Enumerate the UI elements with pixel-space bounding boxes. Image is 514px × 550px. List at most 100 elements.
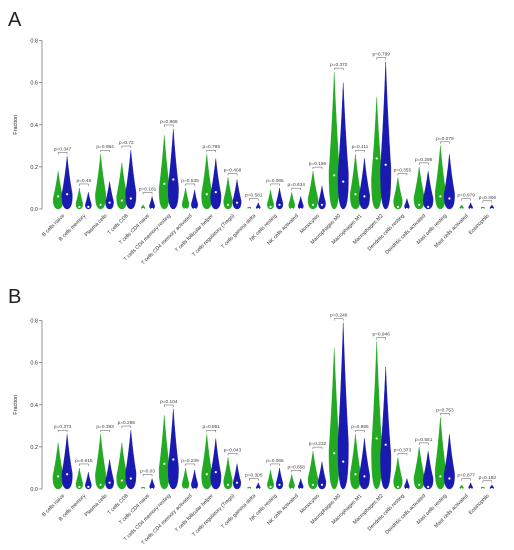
median-point <box>99 483 102 486</box>
median-point <box>57 195 60 198</box>
p-value-label: p=0.232 <box>309 441 327 447</box>
median-point <box>214 471 217 474</box>
significance-bracket <box>57 152 68 155</box>
category-label: Plasma cells <box>84 493 109 518</box>
median-point <box>120 479 123 482</box>
median-point <box>460 487 463 491</box>
median-point <box>490 207 493 211</box>
median-point <box>78 205 81 208</box>
significance-bracket <box>270 463 280 466</box>
significance-bracket <box>142 192 153 195</box>
violin-green <box>267 190 274 210</box>
significance-bracket <box>142 474 153 477</box>
p-value-label: p=0.581 <box>245 193 263 199</box>
violin-green <box>371 97 383 210</box>
violin-green <box>413 166 425 210</box>
category-label: T cells follicular helper <box>174 493 215 534</box>
violin-blue <box>444 154 455 210</box>
p-value-label: p=0.296 <box>415 157 433 163</box>
median-point <box>120 199 123 202</box>
significance-bracket <box>355 149 365 153</box>
median-point <box>99 203 102 206</box>
violin-green <box>328 72 340 210</box>
p-value-label: p=0.877 <box>457 473 475 479</box>
median-point <box>448 477 451 480</box>
median-point <box>354 473 357 476</box>
p-value-label: p=0.373 <box>54 424 72 430</box>
violin-blue <box>423 451 434 490</box>
violin-blue <box>149 196 155 210</box>
violin-blue <box>210 438 222 490</box>
y-tick-label: 0.6 <box>30 361 38 367</box>
p-value-label: p=0.946 <box>372 332 390 338</box>
significance-bracket <box>333 67 344 71</box>
significance-bracket <box>227 173 238 176</box>
median-point <box>108 481 111 484</box>
violin-green <box>181 467 190 490</box>
median-point <box>299 207 302 211</box>
violin-green <box>52 442 64 490</box>
median-point <box>141 487 145 491</box>
y-tick-label: 0.0 <box>30 487 38 493</box>
median-point <box>333 452 336 455</box>
median-point <box>269 205 272 208</box>
significance-bracket <box>355 429 365 433</box>
violin-green <box>393 177 403 210</box>
violin-blue <box>105 181 114 210</box>
violin-green <box>413 446 425 490</box>
category-label: Monocytes <box>299 493 321 515</box>
panel-letter-a: A <box>8 9 22 31</box>
p-value-label: p=0.535 <box>181 178 199 184</box>
median-point <box>427 485 430 488</box>
p-value-label: p=0.551 <box>415 437 433 443</box>
significance-bracket <box>206 149 217 153</box>
median-point <box>342 460 345 463</box>
violin-blue <box>149 478 155 490</box>
median-point <box>257 487 260 491</box>
category-label: T cells follicular helper <box>174 213 215 254</box>
p-value-label: p=0.043 <box>224 447 242 453</box>
median-point <box>141 207 145 211</box>
median-point <box>78 485 81 488</box>
median-point <box>439 195 442 198</box>
p-value-label: p=0.46 <box>76 178 91 184</box>
significance-bracket <box>312 446 323 450</box>
median-point <box>439 475 442 478</box>
significance-bracket <box>482 480 493 483</box>
y-tick-label: 0.4 <box>30 403 38 409</box>
violin-blue <box>191 190 198 210</box>
median-point <box>129 197 132 200</box>
significance-bracket <box>270 183 280 186</box>
p-value-label: p=0.065 <box>266 458 284 464</box>
median-point <box>427 205 430 208</box>
violin-green <box>350 154 361 210</box>
p-value-label: p=0.104 <box>160 399 178 405</box>
significance-bracket <box>418 442 429 445</box>
y-tick-label: 0.8 <box>30 39 38 45</box>
significance-bracket <box>461 478 471 481</box>
median-point <box>248 207 251 211</box>
violin-green <box>158 135 170 210</box>
significance-bracket <box>482 200 493 203</box>
violin-blue <box>85 192 92 210</box>
significance-bracket <box>440 413 450 416</box>
median-point <box>235 481 239 484</box>
category-label: Eosinophils <box>468 213 491 236</box>
violin-green <box>307 171 319 210</box>
median-point <box>87 485 90 488</box>
violin-green <box>288 192 295 210</box>
median-point <box>108 201 111 204</box>
y-tick-label: 0.8 <box>30 319 38 325</box>
violin-blue <box>210 158 222 210</box>
violin-blue <box>298 478 304 490</box>
p-value-label: p=0.079 <box>436 136 454 142</box>
p-value-label: p=0.111 <box>352 144 369 150</box>
median-point <box>299 487 302 491</box>
p-value-label: p=0.799 <box>372 52 390 58</box>
significance-bracket <box>79 183 89 186</box>
violin-blue <box>85 472 92 490</box>
violin-green <box>181 187 190 210</box>
category-label: Eosinophils <box>468 493 491 516</box>
violin-green <box>393 457 403 490</box>
